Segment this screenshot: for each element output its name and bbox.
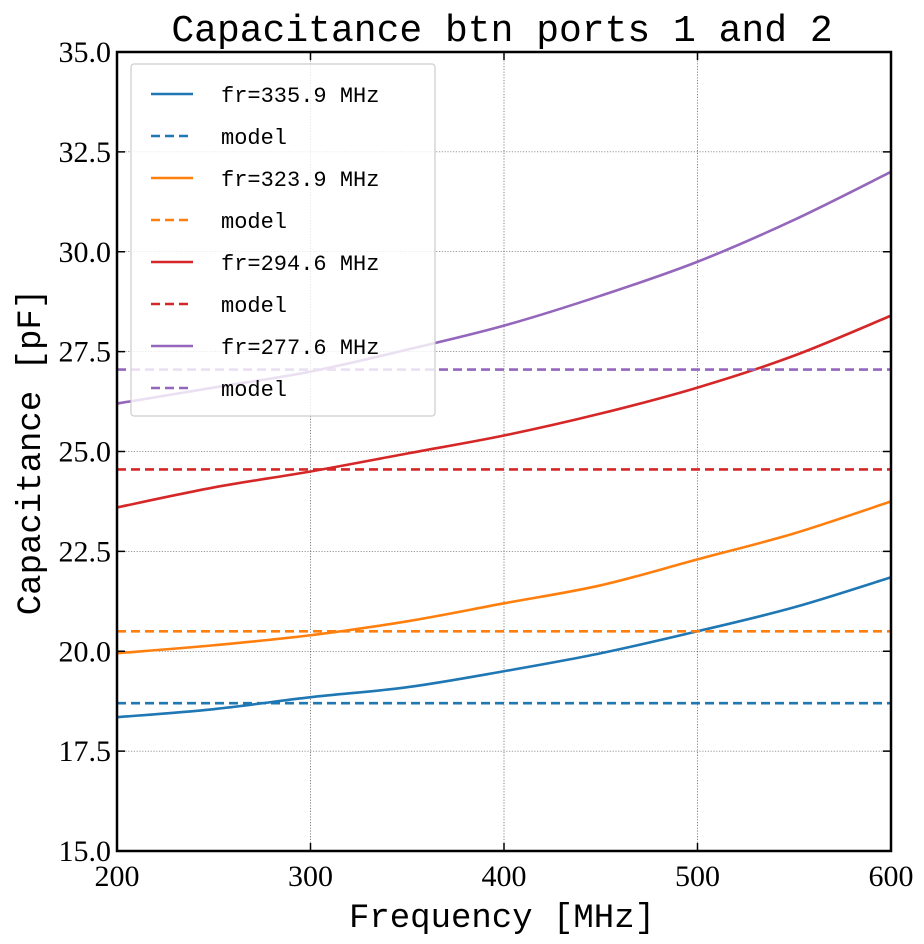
legend-label: fr=294.6 MHz	[221, 252, 379, 277]
legend-label: model	[221, 210, 287, 235]
y-tick-label: 30.0	[59, 236, 112, 269]
legend-label: model	[221, 294, 287, 319]
y-tick-label: 32.5	[59, 136, 112, 169]
plot-area	[116, 170, 892, 719]
x-tick-label: 600	[869, 860, 914, 893]
measured-line-0	[116, 576, 892, 719]
legend-label: fr=335.9 MHz	[221, 84, 379, 109]
x-axis-label: Frequency [MHz]	[349, 900, 655, 938]
y-tick-label: 22.5	[59, 535, 112, 568]
x-tick-label: 200	[95, 860, 140, 893]
legend-label: fr=323.9 MHz	[221, 168, 379, 193]
y-tick-label: 25.0	[59, 436, 112, 469]
y-axis-label: Capacitance [pF]	[13, 289, 51, 615]
legend-label: model	[221, 378, 287, 403]
x-tick-label: 300	[288, 860, 333, 893]
y-tick-label: 35.0	[59, 36, 112, 69]
legend-box	[130, 63, 436, 417]
axis-ticks: 200 300 400 500 600 15.0 17.5 20.0 22.5 25.0 27.5 3…	[59, 36, 914, 893]
y-tick-label: 15.0	[59, 835, 112, 868]
x-tick-label: 500	[675, 860, 720, 893]
y-tick-label: 20.0	[59, 635, 112, 668]
measured-line-4	[116, 314, 892, 509]
measured-line-2	[116, 500, 892, 655]
legend-label: model	[221, 126, 287, 151]
chart-title: Capacitance btn ports 1 and 2	[171, 10, 832, 53]
legend-label: fr=277.6 MHz	[221, 336, 379, 361]
y-tick-label: 27.5	[59, 336, 112, 369]
legend: fr=335.9 MHz model fr=323.9 MHz model fr=294…	[130, 63, 436, 417]
y-tick-label: 17.5	[59, 735, 112, 768]
x-tick-label: 400	[482, 860, 527, 893]
